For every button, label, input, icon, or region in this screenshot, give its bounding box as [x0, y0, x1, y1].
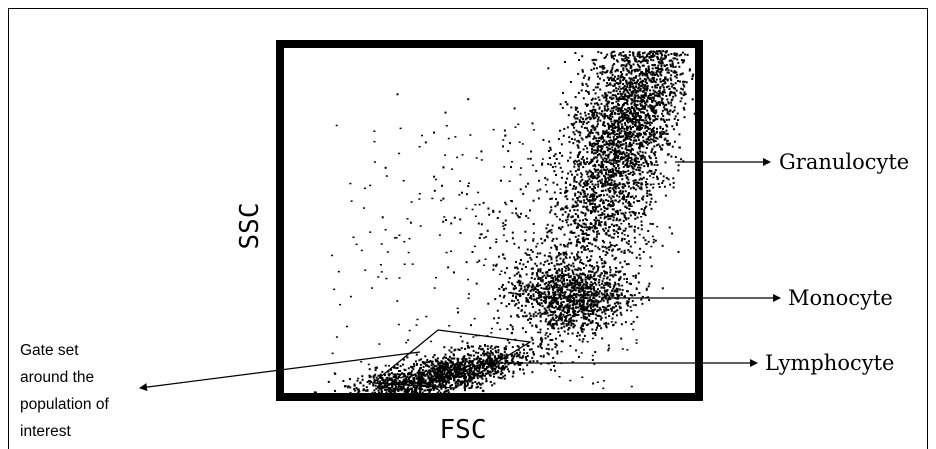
- gate-note: Gate set around the population of intere…: [20, 342, 109, 440]
- gate-note-arrow: [139, 351, 421, 392]
- gate-note-line: around the: [20, 369, 94, 386]
- x-axis-label: FSC: [440, 415, 487, 445]
- monocyte-label: Monocyte: [788, 286, 893, 310]
- lymphocyte-label: Lymphocyte: [765, 351, 894, 375]
- gate-note-line: Gate set: [20, 342, 79, 359]
- gate-polygon: [371, 329, 532, 389]
- plot-border: [276, 40, 703, 401]
- gate-note-line: interest: [20, 423, 72, 440]
- granulocyte-label: Granulocyte: [779, 150, 909, 174]
- scatter-dots: [313, 50, 696, 394]
- gate-note-line: population of: [20, 396, 109, 413]
- y-axis-label: SSC: [235, 203, 265, 250]
